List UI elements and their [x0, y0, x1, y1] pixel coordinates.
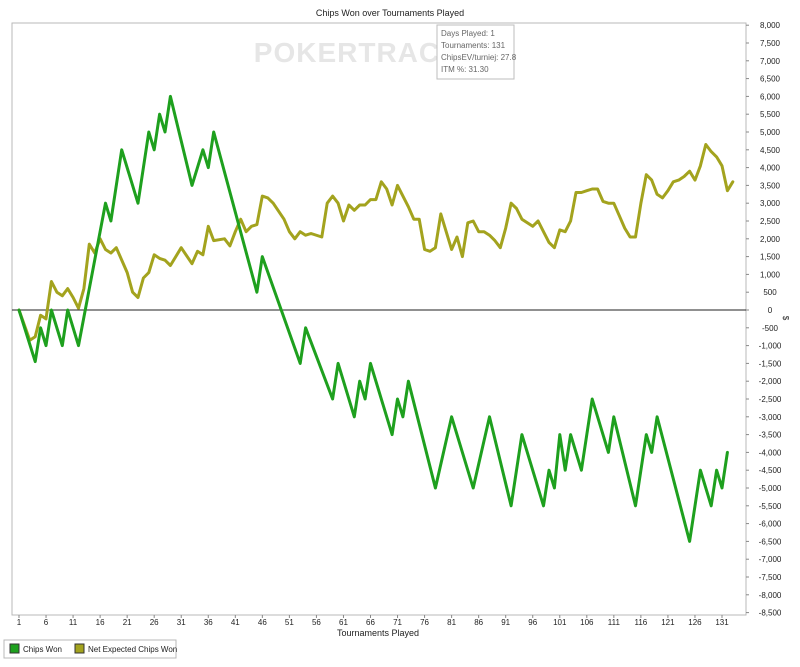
y-tick-label: 6,000 — [760, 92, 781, 101]
x-tick-label: 71 — [393, 618, 402, 627]
x-tick-label: 46 — [258, 618, 267, 627]
x-tick-label: 1 — [17, 618, 22, 627]
x-axis: 1 6 11 16 21 26 31 36 41 46 51 56 61 66 71 76 81 86 91 96 10… — [17, 615, 729, 627]
x-tick-label: 81 — [447, 618, 456, 627]
y-tick-label: 1,500 — [760, 253, 781, 262]
x-tick-label: 101 — [553, 618, 567, 627]
x-tick-label: 66 — [366, 618, 375, 627]
y-tick-label: -3,000 — [759, 413, 782, 422]
x-tick-label: 96 — [528, 618, 537, 627]
x-tick-label: 41 — [231, 618, 240, 627]
legend-label-chips-won: Chips Won — [23, 645, 62, 654]
x-tick-label: 131 — [715, 618, 729, 627]
x-tick-label: 116 — [635, 618, 648, 627]
y-tick-label: 0 — [768, 306, 773, 315]
y-tick-label: 500 — [763, 288, 777, 297]
legend-item-chips-won[interactable]: Chips Won — [9, 643, 62, 654]
tooltip-days-played: Days Played: 1 — [441, 29, 495, 38]
x-tick-label: 11 — [69, 618, 78, 627]
y-tick-label: 3,000 — [760, 199, 781, 208]
x-tick-label: 121 — [661, 618, 675, 627]
x-tick-label: 76 — [420, 618, 429, 627]
y-tick-label: 7,500 — [760, 39, 781, 48]
x-tick-label: 36 — [204, 618, 213, 627]
x-tick-label: 61 — [339, 618, 348, 627]
legend-swatch-net-expected — [74, 643, 85, 654]
y-tick-label: -7,500 — [759, 573, 782, 582]
tooltip-box — [436, 24, 515, 80]
y-tick-label: -500 — [762, 324, 779, 333]
x-tick-label: 126 — [688, 618, 702, 627]
y-tick-label: -8,000 — [759, 591, 782, 600]
y-tick-label: 1,000 — [760, 270, 781, 279]
x-tick-label: 91 — [501, 618, 510, 627]
x-tick-label: 106 — [580, 618, 594, 627]
y-axis: 8,000 7,500 7,000 6,500 6,000 5,500 5,000 4,500… — [746, 21, 782, 618]
tooltip-tournaments: Tournaments: 131 — [441, 41, 506, 50]
y-tick-label: -3,500 — [759, 431, 782, 440]
y-tick-label: -8,500 — [759, 609, 782, 618]
tooltip-itm: ITM %: 31.30 — [441, 65, 489, 74]
x-tick-label: 26 — [150, 618, 159, 627]
series-line-chips-won — [17, 94, 729, 543]
legend-item-net-expected[interactable]: Net Expected Chips Won — [74, 643, 177, 654]
plot-area — [11, 22, 747, 616]
x-tick-label: 56 — [312, 618, 321, 627]
x-tick-label: 86 — [474, 618, 483, 627]
y-tick-label: -6,500 — [759, 537, 782, 546]
y-tick-label: -7,000 — [759, 555, 782, 564]
chart-title: Chips Won over Tournaments Played — [316, 8, 464, 18]
y-tick-label: -5,000 — [759, 484, 782, 493]
y-tick-label: 2,500 — [760, 217, 781, 226]
data-tooltip: Days Played: 1 Tournaments: 131 ChipsEV/… — [436, 24, 517, 80]
tooltip-chipsev: ChipsEV/turniej: 27.8 — [441, 53, 517, 62]
x-tick-label: 16 — [96, 618, 105, 627]
y-tick-label: -1,500 — [759, 359, 782, 368]
y-tick-label: 4,000 — [760, 164, 781, 173]
y-tick-label: -2,000 — [759, 377, 782, 386]
y-tick-label: 6,500 — [760, 75, 781, 84]
y-tick-label: 2,000 — [760, 235, 781, 244]
y-tick-label: 7,000 — [760, 57, 781, 66]
y-axis-unit: $ — [781, 316, 790, 321]
x-axis-title: Tournaments Played — [337, 628, 419, 638]
y-tick-label: 3,500 — [760, 181, 781, 190]
x-tick-label: 111 — [608, 618, 621, 627]
legend: Chips Won Net Expected Chips Won — [3, 639, 177, 659]
y-tick-label: -4,500 — [759, 466, 782, 475]
legend-box — [3, 639, 177, 659]
y-tick-label: -1,000 — [759, 342, 782, 351]
x-tick-label: 31 — [177, 618, 186, 627]
y-tick-label: -6,000 — [759, 520, 782, 529]
x-tick-label: 51 — [285, 618, 294, 627]
y-tick-label: 8,000 — [760, 21, 781, 30]
legend-label-net-expected: Net Expected Chips Won — [88, 645, 177, 654]
y-tick-label: 5,500 — [760, 110, 781, 119]
y-tick-label: -2,500 — [759, 395, 782, 404]
y-tick-label: -5,500 — [759, 502, 782, 511]
y-tick-label: 4,500 — [760, 146, 781, 155]
legend-swatch-chips-won — [9, 643, 20, 654]
x-tick-label: 6 — [44, 618, 49, 627]
y-tick-label: -4,000 — [759, 448, 782, 457]
x-tick-label: 21 — [123, 618, 132, 627]
series-group — [17, 94, 735, 543]
series-line-net-expected-chips-won — [17, 143, 735, 342]
y-tick-label: 5,000 — [760, 128, 781, 137]
